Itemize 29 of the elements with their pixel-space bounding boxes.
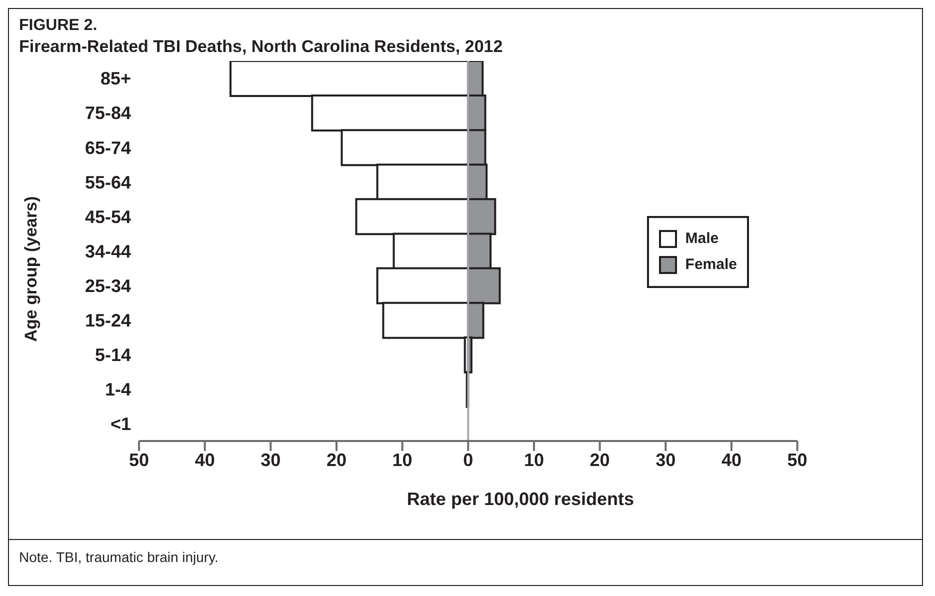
y-tick-label: 25-34 bbox=[84, 276, 131, 296]
x-tick-label: 0 bbox=[463, 450, 474, 470]
y-tick-label: 45-54 bbox=[84, 206, 131, 227]
y-tick-label: 75-84 bbox=[84, 103, 131, 124]
x-tick-label: 40 bbox=[721, 450, 742, 470]
legend-label: Female bbox=[685, 255, 737, 275]
y-tick-label: 5-14 bbox=[94, 345, 131, 366]
y-axis-title: Age group (years) bbox=[22, 196, 42, 342]
text: Note. TBI, traumatic brain injury. bbox=[19, 549, 218, 565]
x-axis-title: Rate per 100,000 residents bbox=[406, 489, 636, 510]
y-tick-label: 55-64 bbox=[84, 172, 131, 192]
y-tick-label: 85+ bbox=[100, 68, 131, 89]
y-tick-label: <1 bbox=[110, 414, 131, 434]
chart-subtitle: Firearm-Related TBI Deaths, North Carolina Residents, 2012 bbox=[18, 36, 504, 57]
x-tick-label: 30 bbox=[656, 450, 676, 470]
x-tick-label: 30 bbox=[260, 450, 281, 470]
x-tick-label: 50 bbox=[787, 450, 808, 470]
legend-label: Male bbox=[685, 229, 719, 249]
chart-title: FIGURE 2. bbox=[18, 16, 98, 35]
x-tick-label: 50 bbox=[128, 450, 150, 470]
x-tick-label: 20 bbox=[590, 450, 610, 470]
y-tick-label: 1-4 bbox=[104, 380, 131, 400]
y-tick-label: 15-24 bbox=[84, 310, 131, 330]
x-tick-label: 10 bbox=[392, 450, 412, 470]
x-tick-label: 20 bbox=[326, 450, 347, 470]
x-tick-label: 10 bbox=[524, 450, 544, 470]
y-tick-label: 34-44 bbox=[84, 241, 131, 262]
y-tick-label: 65-74 bbox=[84, 138, 131, 158]
x-tick-label: 40 bbox=[194, 450, 215, 470]
